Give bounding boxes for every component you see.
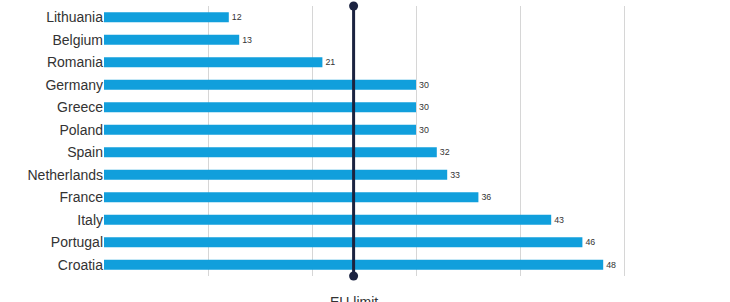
svg-text:30: 30 [419,102,429,112]
svg-text:46: 46 [585,237,595,247]
svg-text:France: France [59,189,103,205]
svg-text:Germany: Germany [45,77,103,93]
svg-text:Poland: Poland [59,122,103,138]
svg-text:Spain: Spain [67,144,103,160]
svg-text:30: 30 [419,80,429,90]
svg-text:Italy: Italy [77,212,103,228]
svg-text:36: 36 [481,192,491,202]
svg-text:Croatia: Croatia [58,257,103,273]
svg-text:30: 30 [419,125,429,135]
svg-text:Lithuania: Lithuania [46,9,103,25]
svg-text:EU limit: EU limit [330,294,378,302]
svg-text:13: 13 [242,35,252,45]
svg-text:21: 21 [325,57,335,67]
svg-text:32: 32 [440,147,450,157]
svg-text:Greece: Greece [57,99,103,115]
svg-text:43: 43 [554,215,564,225]
svg-text:Belgium: Belgium [52,32,103,48]
svg-text:Portugal: Portugal [51,234,103,250]
svg-text:48: 48 [606,260,616,270]
svg-text:Netherlands: Netherlands [28,167,104,183]
svg-text:12: 12 [232,12,242,22]
svg-text:33: 33 [450,170,460,180]
svg-text:Romania: Romania [47,54,103,70]
